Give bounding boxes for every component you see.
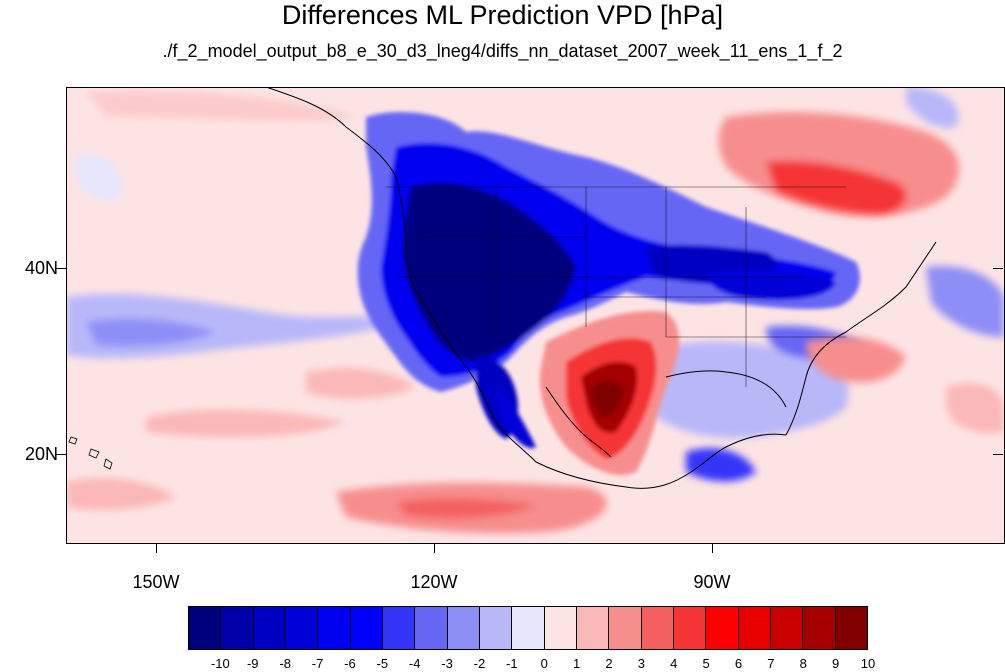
colorbar-tick-label: -5 — [376, 656, 389, 671]
colorbar-tick-label: 7 — [767, 656, 775, 671]
colorbar-tick-label: 2 — [605, 656, 613, 671]
colorbar-swatch — [544, 607, 577, 649]
colorbar-swatch — [738, 607, 771, 649]
lon-label-120w: 120W — [410, 572, 458, 592]
lon-label-150w: 150W — [132, 572, 180, 592]
colorbar-swatch — [641, 607, 674, 649]
page-title: Differences ML Prediction VPD [hPa] — [281, 0, 724, 30]
colorbar-swatch — [512, 607, 545, 649]
colorbar-tick-label: 6 — [734, 656, 743, 671]
eastern-canada-positive — [718, 112, 1004, 434]
colorbar-swatch — [350, 607, 383, 649]
lat-tick — [993, 454, 1003, 455]
colorbar — [188, 606, 868, 650]
colorbar-tick-label: -6 — [344, 656, 356, 671]
colorbar-swatch — [479, 607, 513, 649]
colorbar-tick-label: 9 — [831, 656, 840, 671]
lat-tick — [993, 268, 1003, 269]
colorbar-tick-label: -2 — [473, 656, 486, 671]
colorbar-tick-label: 3 — [637, 656, 645, 671]
southeast-negative — [650, 87, 1004, 482]
colorbar-tick-label: -4 — [408, 656, 421, 671]
lat-tick — [56, 268, 66, 269]
colorbar-tick-label: -3 — [441, 656, 453, 671]
colorbar-tick-label: -8 — [279, 656, 291, 671]
page-subtitle: ./f_2_model_output_b8_e_30_d3_lneg4/diff… — [162, 41, 843, 61]
colorbar-swatch — [835, 607, 867, 649]
hawaii-islands — [68, 436, 113, 470]
colorbar-swatch — [318, 607, 351, 649]
colorbar-swatch — [415, 607, 448, 649]
pacific-anomalies — [66, 90, 607, 534]
lat-tick — [56, 454, 66, 455]
state-borders — [386, 186, 846, 387]
colorbar-tick-label: 10 — [860, 656, 876, 671]
mexico-positive-region — [539, 311, 680, 476]
colorbar-swatch — [576, 607, 610, 649]
colorbar-swatch — [673, 607, 707, 649]
colorbar-tick-label: -1 — [506, 656, 518, 671]
colorbar-tick-label: 5 — [702, 656, 710, 671]
lon-tick — [434, 543, 435, 553]
colorbar-tick-label: 0 — [540, 656, 548, 671]
lat-label-40n: 40N — [24, 258, 58, 278]
coastlines — [265, 87, 937, 489]
colorbar-tick-label: 4 — [670, 656, 678, 671]
lat-label-20n: 20N — [24, 444, 58, 464]
lon-tick — [712, 543, 713, 553]
us-negative-region — [357, 112, 860, 448]
map-plot-area — [66, 87, 1004, 543]
lon-label-90w: 90W — [693, 572, 731, 592]
colorbar-tick-label: 1 — [572, 656, 581, 671]
colorbar-tick-label: -10 — [210, 656, 230, 671]
vpd-difference-map — [66, 87, 1004, 543]
colorbar-swatch — [706, 607, 739, 649]
colorbar-swatch — [253, 607, 286, 649]
colorbar-swatch — [382, 607, 416, 649]
colorbar-swatch — [609, 607, 642, 649]
colorbar-swatch — [189, 607, 222, 649]
lon-tick — [156, 543, 157, 553]
colorbar-swatch — [770, 607, 804, 649]
colorbar-tick-label: 8 — [799, 656, 807, 671]
colorbar-swatch — [447, 607, 480, 649]
colorbar-swatch — [221, 607, 254, 649]
colorbar-swatch — [803, 607, 836, 649]
colorbar-tick-label: -7 — [311, 656, 324, 671]
colorbar-swatch — [285, 607, 319, 649]
colorbar-tick-label: -9 — [246, 656, 259, 671]
